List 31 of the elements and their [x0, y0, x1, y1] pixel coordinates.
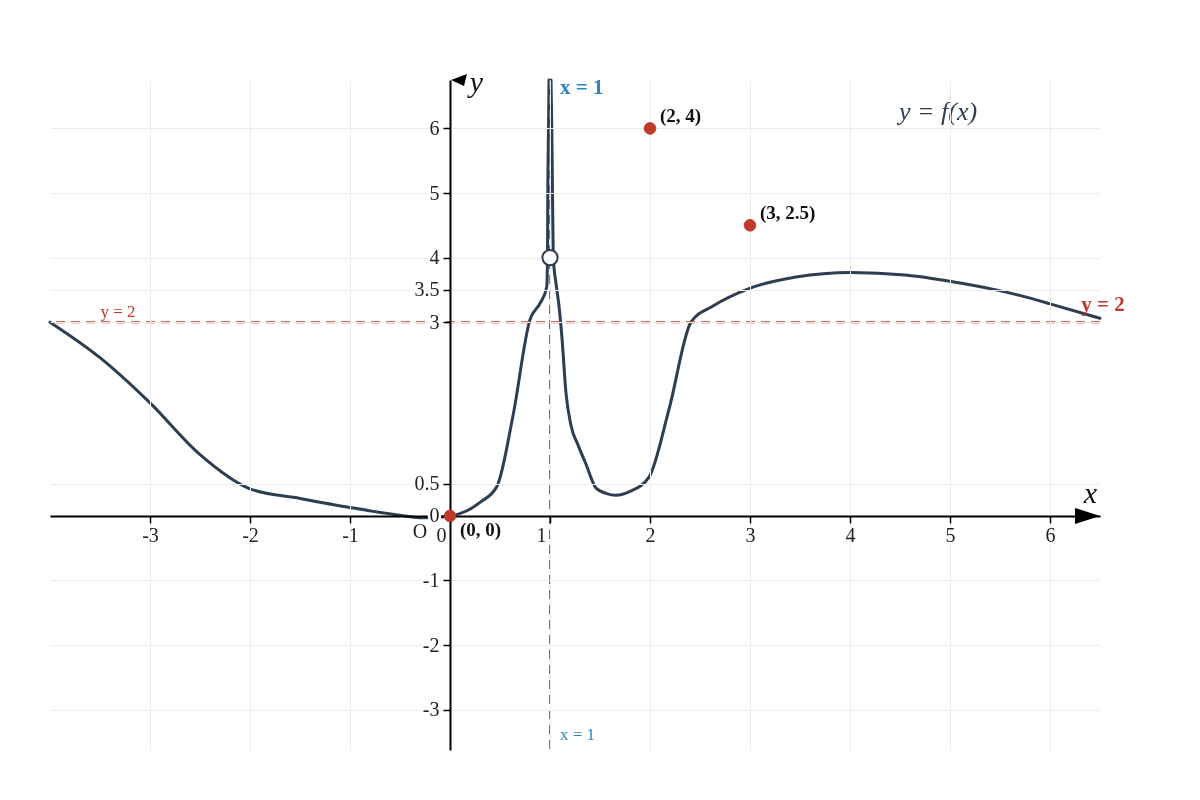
x-tick-label: 1 — [536, 524, 547, 547]
y-tick-label: 5 — [429, 181, 440, 204]
x-tick-label: 5 — [945, 524, 956, 547]
x-tick-label: 4 — [845, 524, 856, 547]
point — [541, 249, 559, 267]
annotation: y = 2 — [100, 302, 136, 322]
x-tick-label: 3 — [745, 524, 756, 547]
ref-line-label: x = 1 — [560, 725, 596, 744]
x-tick-label: 6 — [1045, 524, 1056, 547]
annotation: (0, 0) — [460, 518, 502, 541]
point — [643, 122, 657, 135]
point — [443, 509, 457, 523]
x-tick-label: -3 — [142, 524, 159, 547]
y-tick-label: 3.5 — [414, 278, 440, 301]
annotation: O — [412, 519, 428, 542]
y-tick-label: -2 — [422, 633, 440, 656]
annotation: y = 2 — [1081, 292, 1125, 317]
y-tick-label: -1 — [422, 568, 440, 591]
y-axis-title: y — [466, 64, 484, 98]
y-tick-label: 4 — [429, 246, 440, 269]
x-tick-label: 2 — [645, 524, 656, 547]
annotation: (3, 2.5) — [760, 202, 816, 225]
x-axis-title: x — [1082, 476, 1098, 510]
y-tick-label: 0.5 — [414, 472, 440, 495]
x-tick-label: -2 — [242, 524, 259, 547]
point — [743, 219, 757, 232]
x-tick-label: -1 — [342, 524, 359, 547]
annotation: x = 1 — [560, 75, 604, 99]
annotation: (2, 4) — [660, 105, 702, 128]
y-tick-label: 6 — [429, 116, 440, 139]
y-tick-label: -3 — [422, 698, 440, 721]
